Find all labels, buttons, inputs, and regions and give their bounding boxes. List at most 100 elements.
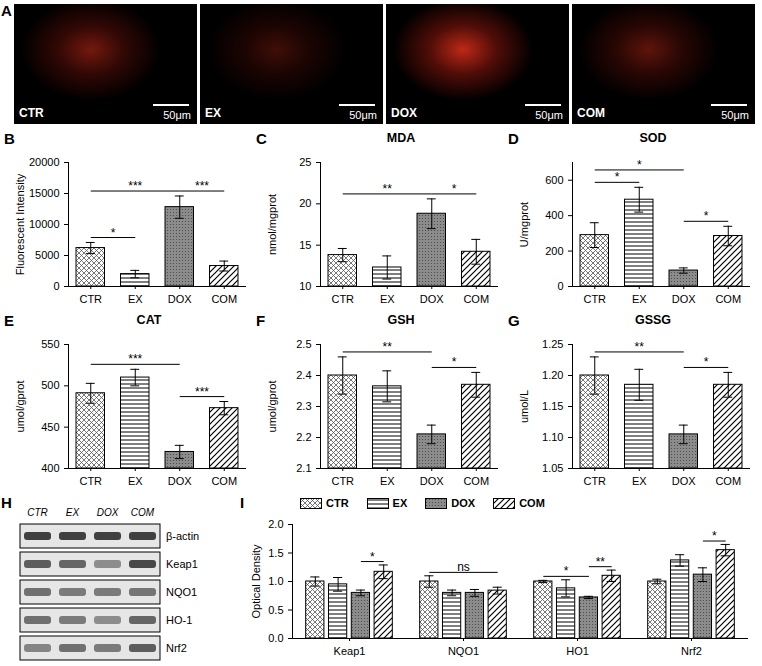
svg-text:1.15: 1.15 — [542, 400, 563, 412]
svg-text:DOX: DOX — [672, 293, 697, 305]
svg-text:5000: 5000 — [35, 249, 59, 261]
svg-text:DOX: DOX — [672, 475, 697, 487]
svg-text:umol/gprot: umol/gprot — [266, 381, 278, 433]
svg-text:1.10: 1.10 — [542, 431, 563, 443]
svg-text:***: *** — [195, 179, 209, 193]
svg-text:Optical Density: Optical Density — [250, 544, 262, 618]
html-text:COM: COM — [577, 106, 605, 120]
svg-text:COM: COM — [463, 475, 489, 487]
svg-text:*: * — [704, 209, 709, 223]
svg-text:2.3: 2.3 — [296, 400, 311, 412]
svg-text:ns: ns — [457, 560, 470, 574]
svg-text:20000: 20000 — [29, 156, 60, 168]
svg-text:CTR: CTR — [331, 475, 354, 487]
svg-text:0.5: 0.5 — [268, 604, 283, 616]
svg-text:2.4: 2.4 — [296, 369, 311, 381]
svg-text:*: * — [111, 226, 116, 240]
svg-text:25: 25 — [299, 156, 311, 168]
svg-text:Keap1: Keap1 — [334, 645, 366, 657]
svg-text:EX: EX — [380, 293, 395, 305]
svg-text:1.20: 1.20 — [542, 369, 563, 381]
svg-text:*: * — [615, 170, 620, 184]
svg-text:**: ** — [383, 340, 393, 354]
svg-text:COM: COM — [715, 475, 741, 487]
svg-text:**: ** — [635, 340, 645, 354]
svg-text:β-actin: β-actin — [166, 530, 199, 542]
svg-text:1.05: 1.05 — [542, 462, 563, 474]
svg-text:nmol/mgprot: nmol/mgprot — [266, 194, 278, 255]
svg-text:EX: EX — [128, 293, 143, 305]
svg-text:DOX: DOX — [168, 293, 193, 305]
svg-text:CTR: CTR — [583, 475, 606, 487]
svg-text:COM: COM — [463, 293, 489, 305]
svg-text:U/mgprot: U/mgprot — [518, 202, 530, 247]
svg-text:COM: COM — [715, 293, 741, 305]
svg-text:1.25: 1.25 — [542, 338, 563, 350]
svg-text:HO1: HO1 — [566, 645, 589, 657]
svg-text:CTR: CTR — [27, 507, 48, 518]
svg-text:200: 200 — [545, 245, 563, 257]
svg-text:20: 20 — [299, 197, 311, 209]
svg-text:umol/gprot: umol/gprot — [14, 381, 26, 433]
html-text:DOX: DOX — [391, 106, 417, 120]
svg-text:COM: COM — [211, 293, 237, 305]
svg-text:0.0: 0.0 — [268, 632, 283, 644]
svg-text:2.2: 2.2 — [296, 431, 311, 443]
svg-text:Keap1: Keap1 — [166, 558, 198, 570]
svg-text:550: 550 — [41, 338, 59, 350]
svg-text:400: 400 — [41, 462, 59, 474]
svg-text:15: 15 — [299, 239, 311, 251]
svg-text:*: * — [637, 158, 642, 172]
svg-text:***: *** — [128, 352, 142, 366]
svg-text:NQO1: NQO1 — [166, 586, 197, 598]
svg-text:COM: COM — [211, 475, 237, 487]
svg-text:Nrf2: Nrf2 — [166, 642, 187, 654]
svg-text:CTR: CTR — [583, 293, 606, 305]
html-text:MDA: MDA — [386, 131, 416, 145]
svg-text:CTR: CTR — [79, 475, 102, 487]
svg-text:Nrf2: Nrf2 — [681, 645, 702, 657]
svg-text:COM: COM — [131, 507, 155, 518]
svg-text:600: 600 — [545, 174, 563, 186]
svg-text:Fluorescent Intensity: Fluorescent Intensity — [14, 173, 26, 275]
svg-text:*: * — [712, 529, 717, 543]
svg-text:0: 0 — [53, 280, 59, 292]
svg-text:400: 400 — [545, 209, 563, 221]
html-text:EX: EX — [205, 106, 221, 120]
svg-text:CTR: CTR — [331, 293, 354, 305]
svg-text:CTR: CTR — [79, 293, 102, 305]
svg-text:*: * — [564, 564, 569, 578]
svg-text:HO-1: HO-1 — [166, 614, 192, 626]
svg-text:EX: EX — [632, 293, 647, 305]
svg-text:2.0: 2.0 — [268, 518, 283, 530]
svg-text:500: 500 — [41, 379, 59, 391]
svg-text:1.5: 1.5 — [268, 547, 283, 559]
svg-text:1.0: 1.0 — [268, 575, 283, 587]
svg-text:0: 0 — [557, 280, 563, 292]
svg-text:umol/L: umol/L — [518, 390, 530, 423]
svg-text:***: *** — [195, 385, 209, 399]
svg-text:10000: 10000 — [29, 218, 60, 230]
svg-text:15000: 15000 — [29, 187, 60, 199]
svg-text:*: * — [370, 550, 375, 564]
svg-text:EX: EX — [380, 475, 395, 487]
html-text:CTR: CTR — [19, 106, 44, 120]
svg-text:NQO1: NQO1 — [448, 645, 479, 657]
svg-text:10: 10 — [299, 280, 311, 292]
svg-text:2.5: 2.5 — [296, 338, 311, 350]
svg-text:DOX: DOX — [168, 475, 193, 487]
svg-text:DOX: DOX — [97, 507, 119, 518]
svg-text:EX: EX — [632, 475, 647, 487]
svg-text:EX: EX — [128, 475, 143, 487]
svg-text:2.1: 2.1 — [296, 462, 311, 474]
svg-text:***: *** — [128, 179, 142, 193]
svg-text:*: * — [452, 355, 457, 369]
svg-text:*: * — [704, 355, 709, 369]
svg-text:*: * — [452, 182, 457, 196]
svg-text:450: 450 — [41, 421, 59, 433]
svg-text:DOX: DOX — [420, 293, 445, 305]
svg-text:EX: EX — [66, 507, 80, 518]
svg-text:**: ** — [596, 555, 606, 569]
svg-text:DOX: DOX — [420, 475, 445, 487]
svg-text:**: ** — [383, 182, 393, 196]
